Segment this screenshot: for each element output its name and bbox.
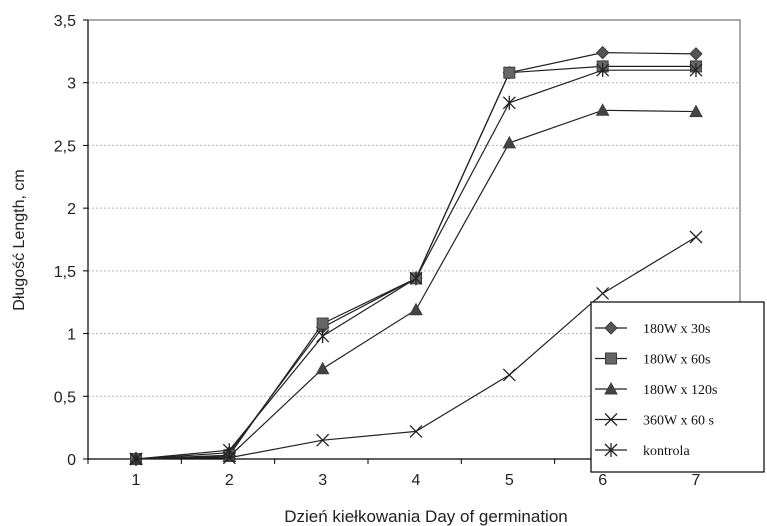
data-point xyxy=(502,135,517,149)
x-tick-label: 6 xyxy=(598,472,607,489)
legend-item: 180W x 60s xyxy=(595,352,710,368)
y-tick-label: 3,5 xyxy=(54,13,76,30)
data-point xyxy=(409,271,423,286)
data-point xyxy=(316,317,329,330)
legend-box xyxy=(590,301,765,473)
y-axis-ticks: 0 0,5 1 1,5 2 2,5 3 3,5 xyxy=(54,13,88,469)
data-point xyxy=(316,329,330,344)
data-point xyxy=(689,63,703,78)
data-series xyxy=(129,45,703,466)
data-point xyxy=(502,95,516,110)
legend-marker xyxy=(604,413,618,426)
y-tick-label: 0 xyxy=(67,452,76,469)
x-tick-label: 3 xyxy=(318,472,327,489)
x-axis-label: Dzień kiełkowania Day of germination xyxy=(284,507,567,526)
y-axis-label: Długość Length, cm xyxy=(11,169,28,310)
data-point xyxy=(409,302,423,316)
legend-marker xyxy=(604,321,618,335)
y-tick-label: 1,5 xyxy=(54,264,76,281)
x-tick-label: 2 xyxy=(225,472,234,489)
legend-marker xyxy=(604,381,618,395)
data-point xyxy=(595,103,610,116)
data-point xyxy=(689,47,703,61)
legend-label: kontrola xyxy=(643,444,690,459)
data-point xyxy=(689,230,703,244)
y-tick-label: 3 xyxy=(67,76,76,93)
x-tick-label: 1 xyxy=(132,472,141,489)
data-point xyxy=(595,45,610,60)
data-point xyxy=(129,452,143,466)
x-tick-label: 5 xyxy=(505,472,514,489)
legend: 180W x 30s 180W x 60s 180W x 120s 360W x 60… xyxy=(590,301,765,473)
legend-item: 180W x 30s xyxy=(595,321,710,337)
data-point xyxy=(316,433,330,447)
data-point xyxy=(409,424,423,438)
y-tick-label: 0,5 xyxy=(54,389,76,406)
data-point xyxy=(502,368,516,382)
legend-marker xyxy=(604,443,618,457)
data-point xyxy=(596,63,610,78)
legend-marker xyxy=(605,352,617,365)
data-point xyxy=(503,66,516,79)
data-point xyxy=(689,104,703,118)
legend-label: 180W x 30s xyxy=(643,322,710,337)
legend-label: 180W x 60s xyxy=(643,353,710,368)
x-tick-label: 7 xyxy=(692,472,701,489)
y-tick-label: 2 xyxy=(67,201,76,218)
legend-label: 180W x 120s xyxy=(643,383,717,398)
legend-item: 180W x 120s xyxy=(595,381,717,398)
data-point xyxy=(596,286,610,300)
y-tick-label: 2,5 xyxy=(54,138,76,155)
legend-item: kontrola xyxy=(595,443,690,459)
legend-item: 360W x 60 s xyxy=(595,413,714,429)
data-point xyxy=(222,443,236,458)
data-point xyxy=(315,361,330,375)
x-tick-label: 4 xyxy=(412,472,421,489)
y-tick-label: 1 xyxy=(67,327,76,344)
legend-label: 360W x 60 s xyxy=(643,414,714,429)
